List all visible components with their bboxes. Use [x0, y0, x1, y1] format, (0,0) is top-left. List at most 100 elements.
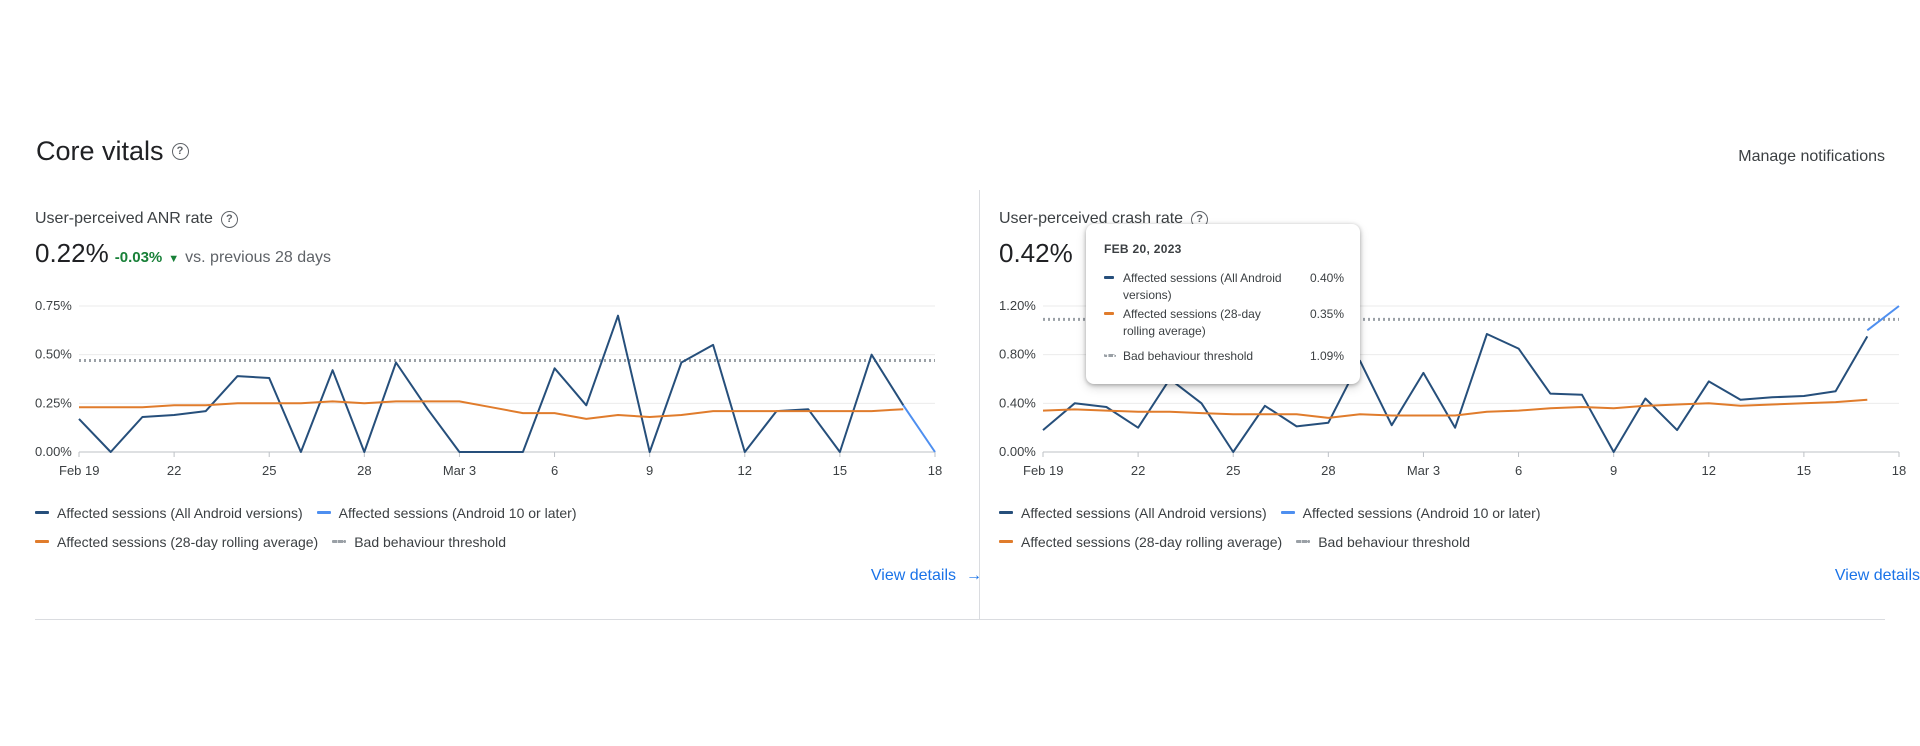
metric-delta: -0.03% [114, 249, 163, 266]
anr-line-chart[interactable]: 0.00% 0.25% 0.50% 0.75% Feb 19 22 25 28 Mar 3 6 9 1… [35, 280, 975, 490]
x-tick-label: Feb 19 [59, 463, 99, 478]
legend-label: Affected sessions (28-day rolling averag… [57, 533, 319, 550]
series-line-android10 [1866, 305, 1900, 332]
series-line-rolling [1042, 398, 1868, 419]
y-tick-label: 0.25% [35, 395, 72, 410]
metric-value: 0.42% [999, 238, 1073, 268]
tooltip-row: Affected sessions (28-day rolling averag… [1104, 306, 1344, 340]
tooltip-date: FEB 20, 2023 [1104, 242, 1182, 256]
tooltip-label: Bad behaviour threshold [1123, 349, 1254, 363]
legend-label: Affected sessions (Android 10 or later) [338, 504, 577, 521]
tooltip-row: Bad behaviour threshold 1.09% [1104, 348, 1344, 365]
legend-swatch [316, 511, 331, 514]
x-tick-label: 28 [1321, 463, 1335, 478]
y-tick-label: 0.40% [999, 395, 1036, 410]
legend-item-threshold[interactable]: Bad behaviour threshold [1296, 534, 1470, 550]
legend-label: Affected sessions (28-day rolling averag… [1021, 533, 1283, 550]
x-tick-label: 15 [833, 463, 847, 478]
legend-swatch [35, 511, 49, 514]
legend-item-rolling[interactable]: Affected sessions (28-day rolling averag… [999, 534, 1282, 550]
x-tick-label: 12 [1702, 463, 1716, 478]
arrow-right-icon: → [966, 567, 982, 584]
x-tick-label: 6 [1515, 463, 1522, 478]
section-divider [35, 619, 1885, 620]
legend-swatch [35, 540, 49, 543]
legend-swatch [1280, 511, 1295, 514]
y-tick-label: 0.80% [999, 347, 1036, 362]
legend-label: Bad behaviour threshold [354, 533, 506, 550]
metric-summary: 0.42% [999, 238, 1073, 269]
x-tick-label: 25 [1226, 463, 1240, 478]
metric-value: 0.22% [35, 238, 109, 268]
legend-label: Bad behaviour threshold [1318, 533, 1470, 550]
help-icon[interactable]: ? [171, 143, 189, 160]
x-tick-label: Mar 3 [443, 463, 476, 478]
x-tick-label: 22 [167, 463, 181, 478]
chart-tooltip: FEB 20, 2023 Affected sessions (All Andr… [1086, 224, 1360, 384]
y-tick-label: 0.50% [35, 347, 72, 362]
legend-item-rolling[interactable]: Affected sessions (28-day rolling averag… [35, 534, 318, 550]
tooltip-swatch [1104, 312, 1114, 315]
x-tick-label: 18 [928, 463, 942, 478]
crash-line-chart[interactable]: 0.00% 0.40% 0.80% 1.20% Feb 19 22 25 28 Mar 3 6 9 1… [999, 280, 1920, 490]
anr-panel: User-perceived ANR rate ? 0.22% -0.03% ▼… [35, 210, 982, 610]
legend-item-all-android[interactable]: Affected sessions (All Android versions) [999, 505, 1267, 521]
legend-label: Affected sessions (All Android versions) [57, 504, 303, 521]
y-tick-label: 1.20% [999, 298, 1036, 313]
legend-swatch [999, 511, 1013, 514]
x-tick-label: 6 [551, 463, 558, 478]
chart-legend: Affected sessions (All Android versions)… [999, 498, 1541, 556]
tooltip-swatch [1104, 276, 1114, 279]
series-line-rolling [79, 400, 904, 420]
x-tick-label: 9 [1610, 463, 1617, 478]
panel-title-text: User-perceived crash rate [999, 210, 1184, 227]
tooltip-label: Affected sessions (28-day rolling averag… [1123, 307, 1261, 338]
view-details-link[interactable]: View details → [1835, 567, 1920, 585]
x-tick-label: 18 [1892, 463, 1906, 478]
crash-panel: User-perceived crash rate ? 0.42% 0.00% 0… [999, 210, 1920, 610]
legend-item-android10[interactable]: Affected sessions (Android 10 or later) [316, 504, 577, 521]
legend-item-android10[interactable]: Affected sessions (Android 10 or later) [1280, 504, 1541, 521]
tooltip-row: Affected sessions (All Android versions)… [1104, 270, 1344, 304]
tooltip-value: 1.09% [1309, 349, 1344, 363]
legend-swatch [999, 540, 1013, 543]
panel-title-text: User-perceived ANR rate [35, 210, 213, 227]
metric-summary: 0.22% -0.03% ▼ vs. previous 28 days [35, 238, 331, 269]
section-title: Core vitals ? [36, 136, 189, 167]
view-details-label: View details [1834, 567, 1920, 584]
x-tick-label: Feb 19 [1023, 463, 1063, 478]
tooltip-value: 0.40% [1309, 271, 1344, 285]
x-tick-label: 12 [738, 463, 752, 478]
legend-label: Affected sessions (Android 10 or later) [1302, 504, 1541, 521]
chart-legend: Affected sessions (All Android versions)… [35, 498, 577, 556]
tooltip-swatch [1104, 354, 1116, 357]
series-line-android10 [902, 404, 936, 453]
view-details-link[interactable]: View details → [871, 567, 982, 585]
legend-item-threshold[interactable]: Bad behaviour threshold [332, 534, 506, 550]
metric-compare: vs. previous 28 days [185, 249, 332, 266]
view-details-label: View details [870, 567, 956, 584]
series-line-all_android [1042, 333, 1869, 453]
panel-divider [979, 190, 980, 620]
panel-title: User-perceived ANR rate ? [35, 210, 238, 228]
tooltip-label: Affected sessions (All Android versions) [1123, 271, 1282, 302]
x-tick-label: 15 [1797, 463, 1811, 478]
x-tick-label: 28 [357, 463, 371, 478]
legend-swatch [332, 540, 347, 543]
series-line-all_android [78, 314, 905, 453]
down-arrow-icon: ▼ [168, 253, 180, 265]
x-tick-label: 25 [262, 463, 276, 478]
legend-swatch [1296, 540, 1311, 543]
x-tick-label: 22 [1131, 463, 1145, 478]
help-icon[interactable]: ? [220, 210, 238, 228]
y-tick-label: 0.00% [35, 444, 72, 459]
tooltip-value: 0.35% [1309, 307, 1344, 321]
legend-label: Affected sessions (All Android versions) [1021, 504, 1267, 521]
y-tick-label: 0.75% [35, 298, 72, 313]
y-tick-label: 0.00% [999, 444, 1036, 459]
manage-notifications-link[interactable]: Manage notifications [1738, 148, 1885, 165]
legend-item-all-android[interactable]: Affected sessions (All Android versions) [35, 505, 303, 521]
x-tick-label: Mar 3 [1407, 463, 1440, 478]
x-tick-label: 9 [646, 463, 653, 478]
section-title-text: Core vitals [36, 136, 164, 166]
